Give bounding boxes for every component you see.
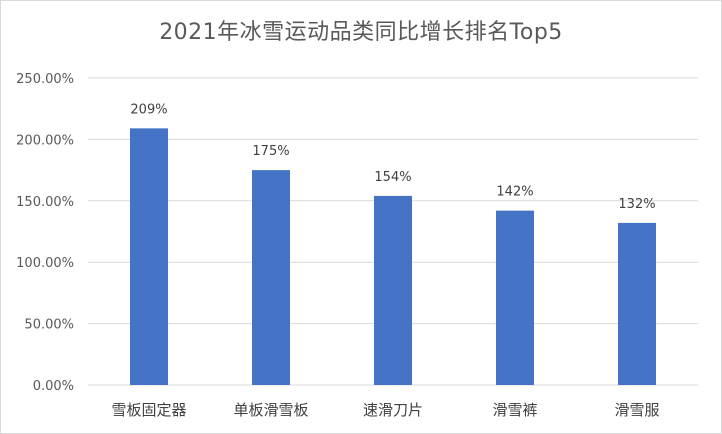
bar	[618, 222, 656, 385]
x-tick-label: 滑雪裤	[492, 401, 537, 419]
data-label: 142%	[496, 185, 533, 200]
y-tick-label: 150.00%	[16, 195, 74, 210]
y-tick-label: 0.00%	[33, 379, 74, 394]
bar	[496, 210, 534, 385]
bar	[374, 195, 412, 385]
chart-title: 2021年冰雪运动品类同比增长排名Top5	[159, 20, 563, 45]
x-tick-label: 速滑刀片	[363, 401, 423, 419]
y-tick-label: 100.00%	[16, 256, 74, 271]
y-tick-label: 250.00%	[16, 72, 74, 87]
data-label: 132%	[618, 197, 655, 212]
bar	[130, 128, 168, 385]
data-label: 175%	[252, 144, 289, 159]
data-label: 209%	[130, 102, 167, 117]
data-label: 154%	[374, 170, 411, 185]
x-tick-label: 雪板固定器	[111, 401, 186, 419]
y-tick-label: 50.00%	[24, 318, 74, 333]
x-tick-label: 单板滑雪板	[233, 401, 308, 419]
y-tick-label: 200.00%	[16, 133, 74, 148]
x-tick-label: 滑雪服	[614, 401, 659, 419]
bar	[252, 170, 290, 385]
